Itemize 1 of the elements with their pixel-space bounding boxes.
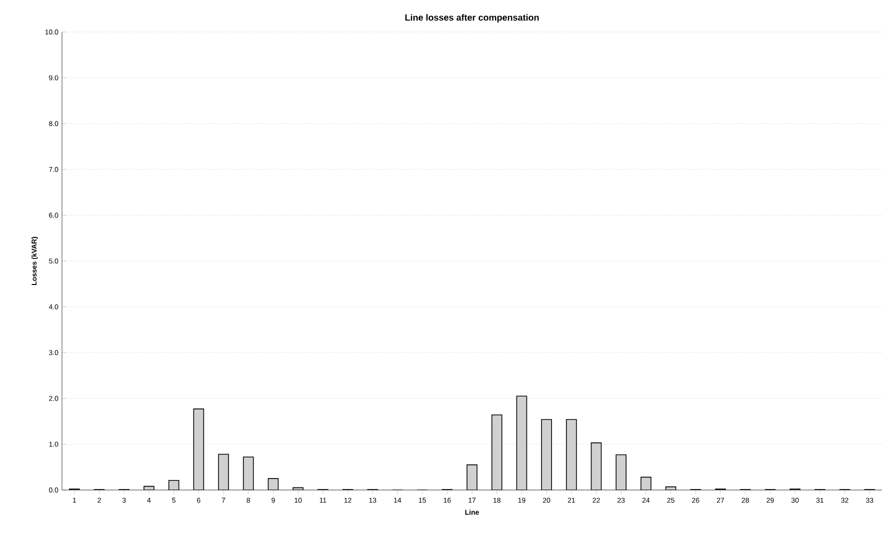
chart-title: Line losses after compensation: [405, 14, 539, 22]
